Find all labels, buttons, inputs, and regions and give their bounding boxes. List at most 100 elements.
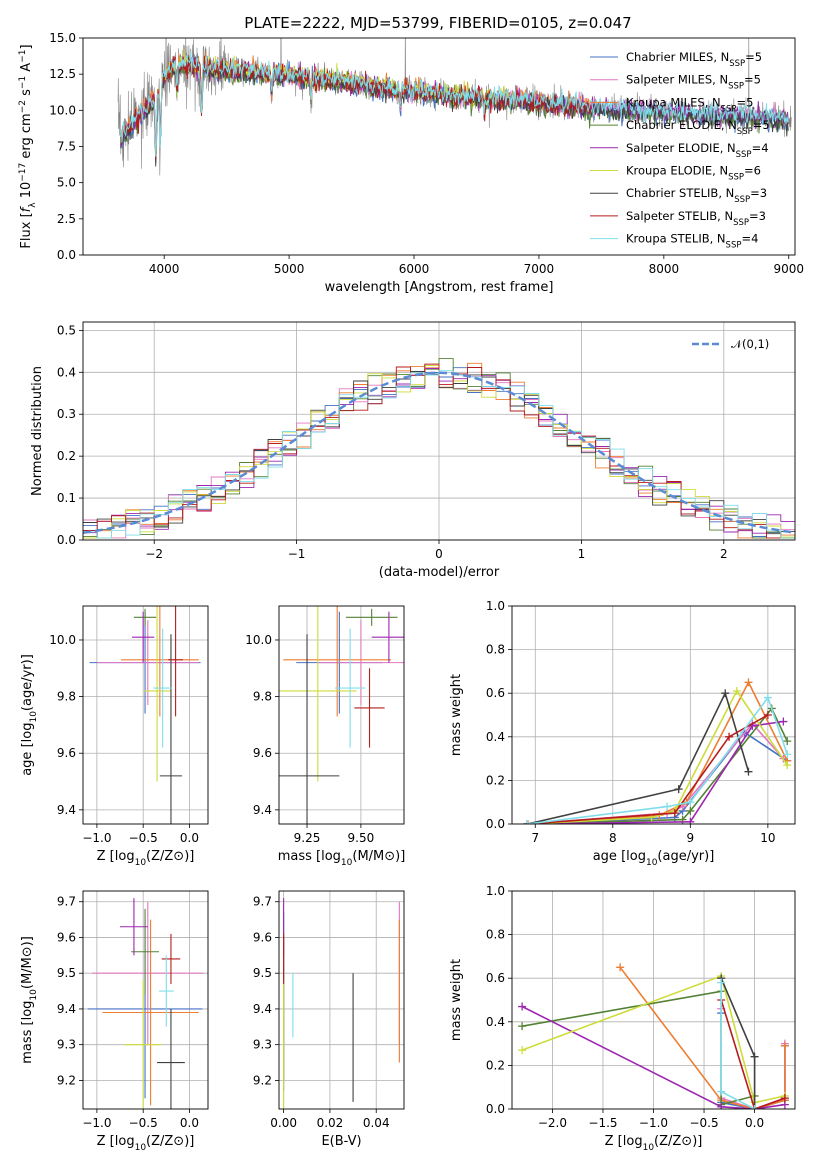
weight-point-marker <box>779 717 788 726</box>
z-vs-weight-ytick-label: 1.0 <box>486 884 505 898</box>
weight-point-marker <box>518 1022 527 1031</box>
weight-point-marker <box>717 1087 726 1096</box>
weight-series-line <box>527 690 750 824</box>
z-vs-weight-ylabel: mass weight <box>449 959 464 1041</box>
weight-series-line <box>527 695 788 824</box>
legend-entry: Kroupa MILES, NSSP=5 <box>626 95 753 114</box>
residual-hist-ytick-label: 0.2 <box>57 449 76 463</box>
mass-vs-age-xtick-label: 9.25 <box>294 831 321 845</box>
mass-vs-age-ytick-label: 9.8 <box>253 690 272 704</box>
weight-point-marker <box>725 732 734 741</box>
weight-point-marker <box>750 1105 759 1109</box>
z-vs-age-ytick-label: 9.4 <box>57 803 76 817</box>
ebv-vs-mass-xtick-label: 0.00 <box>270 1116 297 1130</box>
z-vs-weight-xtick-label: −2.0 <box>538 1116 567 1130</box>
age-vs-weight-xlabel: age [log10(age/yr)] <box>593 849 715 868</box>
z-vs-mass-ytick-label: 9.5 <box>57 966 76 980</box>
legend-entry: Salpeter ELODIE, NSSP=4 <box>626 141 769 160</box>
z-vs-weight-axes: −2.0 −1.5 −1.0 −0.5 0.0 0.0 0.2 0.4 0.6 0.8 1.0 Z [… <box>449 884 796 1153</box>
z-vs-weight-ytick-label: 0.0 <box>486 1102 505 1116</box>
z-vs-age-xtick-label: 0.0 <box>180 831 199 845</box>
z-vs-age-ytick-label: 10.0 <box>49 633 76 647</box>
z-vs-mass-ytick-label: 9.6 <box>57 930 76 944</box>
weight-point-marker <box>744 767 753 776</box>
z-vs-mass-ytick-label: 9.7 <box>57 895 76 909</box>
weight-point-marker <box>717 978 726 987</box>
ebv-vs-mass-ytick-label: 9.6 <box>253 930 272 944</box>
figure-title: PLATE=2222, MJD=53799, FIBERID=0105, z=0… <box>244 14 631 32</box>
z-vs-weight-ytick-label: 0.6 <box>486 971 505 985</box>
weight-point-marker <box>780 1094 789 1103</box>
age-vs-weight-frame <box>511 605 796 825</box>
age-vs-weight-ytick-label: 0.4 <box>486 730 505 744</box>
weight-point-marker <box>721 689 730 698</box>
legend-entry: Kroupa ELODIE, NSSP=6 <box>626 164 761 183</box>
z-vs-age-ytick-label: 9.6 <box>57 746 76 760</box>
age-vs-weight-xtick-label: 8 <box>609 831 617 845</box>
spectrum-xlabel: wavelength [Angstrom, rest frame] <box>325 280 554 295</box>
z-vs-mass-frame <box>82 890 209 1110</box>
weight-series-line <box>527 720 784 824</box>
age-vs-weight-ylabel: mass weight <box>449 674 464 756</box>
spectrum-xtick-label: 5000 <box>274 262 305 276</box>
weight-point-marker <box>686 817 695 824</box>
weight-series-line <box>521 974 786 1104</box>
spectrum-ytick-label: 10.0 <box>49 103 76 117</box>
residual-hist-xlabel: (data-model)/error <box>379 565 500 580</box>
weight-point-marker <box>686 798 695 807</box>
residual-hist-ytick-label: 0.3 <box>57 407 76 421</box>
age-vs-weight-xtick-label: 9 <box>687 831 695 845</box>
z-vs-age-ylabel: age [log10(age/yr)] <box>20 654 39 776</box>
legend-entry: Chabrier ELODIE, NSSP=5 <box>626 118 770 137</box>
normal-curve <box>83 371 795 534</box>
residual-hist-xtick-label: 2 <box>720 547 728 561</box>
weight-point-marker <box>780 1041 789 1050</box>
weight-series-line <box>527 680 788 824</box>
z-vs-mass-xtick-label: −1.0 <box>82 1116 111 1130</box>
histogram-step <box>83 370 795 539</box>
spectrum-model-line <box>120 51 789 157</box>
spectrum-plot <box>117 38 792 176</box>
ebv-vs-mass-ytick-label: 9.4 <box>253 1002 272 1016</box>
spectrum-ytick-label: 5.0 <box>57 176 76 190</box>
z-vs-weight-xtick-label: −0.5 <box>689 1116 718 1130</box>
legend-entry: 𝒩(0,1) <box>731 337 769 351</box>
weight-point-marker <box>686 806 695 815</box>
histogram-step <box>83 362 795 539</box>
residual-hist-xtick-label: 0 <box>435 547 443 561</box>
mass-vs-age-frame <box>278 605 405 825</box>
weight-point-marker <box>616 963 625 972</box>
age-vs-weight-xtick-label: 7 <box>531 831 539 845</box>
spectrum-axes: 4000 5000 6000 7000 8000 9000 0.0 2.5 5.0 7.5 10.0… <box>18 31 804 295</box>
mass-vs-age-plot <box>279 606 404 824</box>
spectrum-xtick-label: 4000 <box>149 262 180 276</box>
z-vs-age-axes: −1.0 −0.5 0.0 9.4 9.6 9.8 10.0 Z [log10(Z/Z⊙)] a… <box>20 605 209 868</box>
weight-point-marker <box>732 687 741 696</box>
spectrum-xtick-label: 7000 <box>524 262 555 276</box>
z-vs-mass-plot <box>83 891 208 1109</box>
ebv-vs-mass-frame <box>278 890 405 1110</box>
weight-series-line <box>521 1005 786 1109</box>
z-vs-age-xtick-label: −1.0 <box>82 831 111 845</box>
mass-vs-age-ytick-label: 9.4 <box>253 803 272 817</box>
residual-hist-ytick-label: 0.5 <box>57 323 76 337</box>
mass-vs-age-xlabel: mass [log10(M/M⊙)] <box>278 849 406 868</box>
mass-vs-age-ytick-label: 10.0 <box>245 633 272 647</box>
z-vs-mass-xtick-label: 0.0 <box>180 1116 199 1130</box>
weight-point-marker <box>518 1046 527 1055</box>
weight-point-marker <box>674 785 683 794</box>
z-vs-weight-ytick-label: 0.4 <box>486 1015 505 1029</box>
z-vs-age-xtick-label: −0.5 <box>129 831 158 845</box>
z-vs-weight-xtick-label: −1.5 <box>588 1116 617 1130</box>
weight-point-marker <box>717 1102 726 1109</box>
residual-hist-ytick-label: 0.4 <box>57 365 76 379</box>
ebv-vs-mass-plot <box>279 891 404 1109</box>
residual-hist-plot <box>83 322 795 540</box>
residual-hist-xtick-label: −1 <box>288 547 306 561</box>
residual-hist-ylabel: Normed distribution <box>30 366 45 496</box>
z-vs-mass-ytick-label: 9.3 <box>57 1038 76 1052</box>
age-vs-weight-ytick-label: 0.8 <box>486 643 505 657</box>
ebv-vs-mass-xtick-label: 0.02 <box>317 1116 344 1130</box>
z-vs-mass-ytick-label: 9.4 <box>57 1002 76 1016</box>
